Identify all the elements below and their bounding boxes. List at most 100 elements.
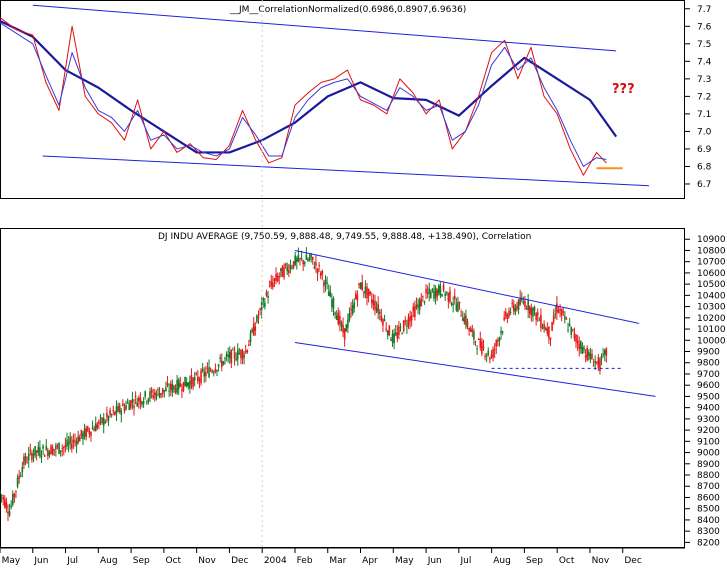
price-candle-body: [161, 388, 164, 394]
price-candle-body: [19, 475, 22, 477]
price-candle-body: [206, 367, 209, 369]
price-candle-body: [581, 346, 584, 354]
price-candle-body: [578, 343, 581, 349]
price-candle-body: [358, 283, 360, 285]
price-candle-body: [34, 446, 36, 456]
price-candle-body: [262, 298, 265, 302]
price-candle-body: [244, 350, 247, 352]
price-candle-body: [32, 453, 35, 457]
price-candle-body: [267, 295, 269, 299]
oscillator-y-tick-label: 7.3: [697, 75, 711, 85]
x-tick-label: Feb: [297, 556, 313, 566]
price-candle-body: [367, 288, 370, 296]
price-candle-body: [67, 442, 70, 445]
price-candle-body: [136, 402, 139, 407]
price-candle-body: [248, 344, 250, 347]
price-candle-body: [98, 420, 100, 425]
price-candle-body: [487, 350, 490, 355]
price-candle-body: [109, 410, 111, 415]
price-candle-body: [311, 256, 314, 260]
price-candle-body: [378, 311, 381, 314]
price-candle-body: [415, 304, 418, 308]
price-candle-body: [568, 324, 571, 326]
price-candle-body: [356, 294, 359, 301]
price-candle-body: [249, 332, 252, 343]
price-candle-body: [313, 266, 316, 269]
price-candle-body: [398, 326, 400, 335]
price-y-tick-label: 10200: [697, 314, 726, 324]
price-candle-body: [503, 317, 506, 320]
price-y-tick-label: 9300: [697, 415, 720, 425]
price-candle-body: [339, 316, 341, 325]
price-candle-body: [150, 389, 153, 393]
price-y-tick-label: 10000: [697, 336, 726, 346]
price-y-tick-label: 8300: [697, 527, 720, 537]
price-candle-body: [324, 279, 327, 285]
price-candle-body: [200, 370, 202, 384]
price-candle-body: [369, 291, 371, 294]
price-candle-body: [166, 383, 169, 386]
oscillator-y-tick-label: 6.9: [697, 145, 712, 155]
price-candle-body: [363, 291, 365, 293]
price-candle-body: [361, 282, 364, 290]
price-candle-body: [56, 445, 59, 447]
price-candle-body: [265, 291, 268, 296]
price-candle-body: [192, 378, 194, 388]
price-candle-body: [484, 356, 486, 358]
price-candle-body: [447, 292, 450, 302]
price-candle-body: [516, 305, 518, 310]
price-candle-body: [284, 263, 287, 267]
price-candle-body: [53, 449, 56, 451]
price-y-tick-label: 8500: [697, 505, 720, 515]
price-candle-body: [40, 455, 43, 458]
price-candle-body: [195, 373, 198, 375]
price-candle-body: [58, 442, 60, 454]
price-candle-body: [425, 288, 427, 294]
price-candle-body: [549, 337, 552, 340]
price-candle-body: [88, 430, 91, 434]
price-candle-body: [329, 290, 332, 297]
price-candle-body: [409, 316, 411, 322]
price-candle-body: [291, 267, 293, 269]
price-candle-body: [21, 467, 24, 473]
price-candle-body: [375, 307, 378, 312]
price-candle-body: [0, 494, 3, 496]
price-candle-body: [171, 383, 174, 393]
price-candle-body: [315, 262, 317, 266]
price-candle-body: [220, 360, 223, 368]
price-candle-body: [471, 329, 474, 332]
price-candle-body: [152, 394, 154, 398]
price-candle-body: [281, 266, 284, 277]
price-candle-body: [80, 429, 83, 436]
price-candle-body: [511, 302, 513, 304]
price-candle-body: [106, 412, 108, 418]
price-title: DJ INDU AVERAGE (9,750.59, 9,888.48, 9,7…: [158, 232, 531, 242]
price-candle-body: [332, 298, 335, 309]
price-candle-body: [179, 383, 182, 387]
price-candle-body: [473, 331, 475, 340]
price-y-tick-label: 9000: [697, 449, 720, 459]
price-candle-body: [347, 319, 349, 328]
price-candle-body: [7, 511, 9, 514]
price-candle-body: [592, 365, 595, 367]
price-candle-body: [104, 421, 107, 423]
price-candle-body: [460, 315, 462, 317]
price-candle-body: [102, 417, 105, 426]
price-candle-body: [383, 319, 386, 321]
price-y-tick-label: 8600: [697, 493, 720, 503]
price-candle-body: [71, 443, 73, 449]
price-candle-body: [82, 432, 84, 440]
price-candle-body: [187, 382, 190, 386]
x-axis: May Jun Jul Aug Sep Oct Nov Dec 2004 Feb Mar Apr May…: [0, 0, 685, 566]
oscillator-upper-channel: [32, 4, 617, 52]
price-candle-body: [101, 417, 103, 424]
price-candle-body: [90, 431, 92, 436]
price-candle-body: [307, 259, 309, 262]
price-y-tick-label: 8400: [697, 516, 720, 526]
price-candle-body: [498, 337, 501, 342]
price-candle-body: [370, 299, 373, 303]
price-candle-body: [337, 312, 340, 325]
oscillator-plot-frame: [0, 0, 685, 199]
price-candle-body: [18, 476, 20, 479]
price-candle-body: [243, 354, 245, 358]
